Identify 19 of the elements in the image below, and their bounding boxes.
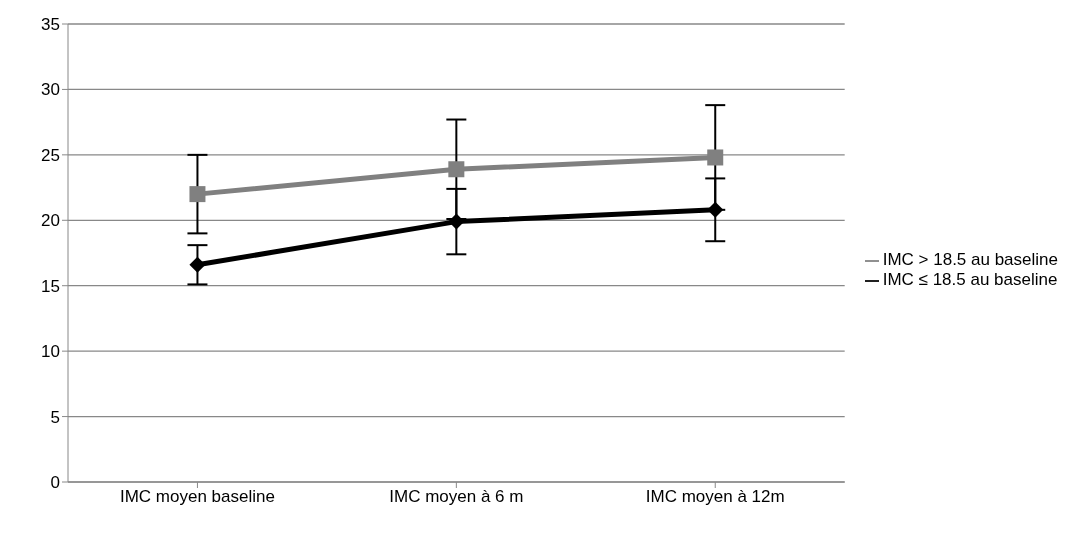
legend-label: IMC > 18.5 au baseline [882,250,1058,269]
legend-label: IMC ≤ 18.5 au baseline [882,270,1058,289]
y-tick-label: 30 [41,80,60,100]
y-tick-label: 35 [41,15,60,35]
y-tick-label: 0 [50,473,60,493]
y-tick-label: 10 [41,342,60,362]
y-tick-label: 20 [41,211,60,231]
point [189,256,206,273]
x-tick-label: IMC moyen à 6 m [389,487,524,507]
point [448,161,465,178]
point [707,149,724,166]
point [189,186,206,203]
point [707,201,724,218]
x-tick-label: IMC moyen à 12m [645,487,785,507]
x-tick-label: IMC moyen baseline [119,487,275,507]
y-tick-label: 5 [50,407,60,427]
y-tick-label: 25 [41,145,60,165]
point [448,213,465,230]
y-tick-label: 15 [41,276,60,296]
